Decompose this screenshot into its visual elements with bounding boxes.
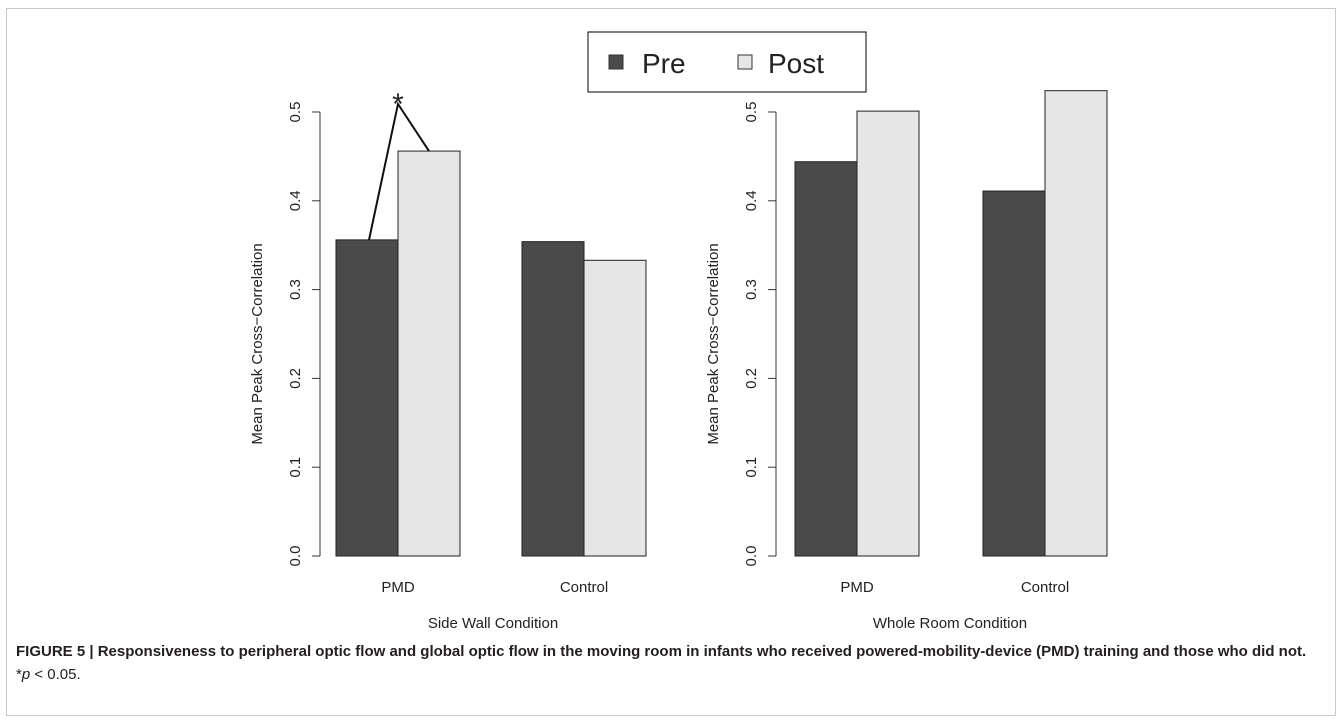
y-tick-label: 0.0 — [743, 546, 760, 567]
y-tick-label: 0.2 — [743, 368, 760, 389]
bar-pre-pmd — [335, 239, 399, 557]
y-tick-label: 0.0 — [287, 546, 304, 567]
figure-frame — [6, 8, 1336, 716]
bar-post-pmd — [397, 150, 461, 557]
y-tick-label: 0.3 — [287, 279, 304, 300]
y-axis-title: Mean Peak Cross−Correlation — [705, 243, 722, 444]
caption-label: FIGURE 5 | Responsiveness to peripheral … — [16, 643, 1307, 660]
bar-post-control — [1044, 90, 1108, 557]
caption-sig-star: * — [16, 666, 22, 683]
y-tick-label: 0.4 — [743, 190, 760, 211]
legend-swatch-post — [737, 54, 753, 70]
y-tick-label: 0.1 — [287, 457, 304, 478]
bar-pre-control — [982, 190, 1046, 557]
y-tick-label: 0.2 — [287, 368, 304, 389]
x-axis-title: Side Wall Condition — [428, 615, 558, 632]
x-tick-label: PMD — [381, 579, 415, 596]
x-tick-label: PMD — [840, 579, 874, 596]
bar-post-pmd — [856, 110, 920, 557]
x-tick-label: Control — [1021, 579, 1069, 596]
x-axis-title: Whole Room Condition — [873, 615, 1027, 632]
panel-side-wall: 0.0 0.1 0.2 0.3 0.4 0.5 Mean Peak Cross−Correl… — [249, 88, 647, 632]
y-tick-label: 0.4 — [287, 190, 304, 211]
y-tick-label: 0.5 — [743, 102, 760, 123]
y-tick-label: 0.3 — [743, 279, 760, 300]
bar-post-control — [583, 259, 647, 557]
legend-box — [587, 31, 867, 93]
x-tick-label: Control — [560, 579, 608, 596]
bar-pre-pmd — [794, 161, 858, 557]
figure-caption: FIGURE 5 | Responsiveness to peripheral … — [16, 640, 1316, 686]
panel-whole-room: 0.0 0.1 0.2 0.3 0.4 0.5 Mean Peak Cross−Correl… — [705, 90, 1108, 632]
legend: Pre Post — [587, 31, 867, 93]
figure-chart: Pre Post 0.0 0.1 0.2 0.3 0.4 0.5 Mean Peak Cro… — [249, 31, 1108, 632]
caption-sig-rest: < 0.05. — [30, 666, 81, 683]
bar-pre-control — [521, 241, 585, 557]
legend-label-pre: Pre — [642, 48, 686, 79]
y-axis-title: Mean Peak Cross−Correlation — [249, 243, 266, 444]
significance-star: * — [392, 88, 404, 121]
significance-bracket — [368, 101, 430, 241]
legend-label-post: Post — [768, 48, 824, 79]
legend-swatch-pre — [608, 54, 624, 70]
y-tick-label: 0.5 — [287, 102, 304, 123]
y-tick-label: 0.1 — [743, 457, 760, 478]
caption-sig-p: p — [21, 666, 31, 683]
